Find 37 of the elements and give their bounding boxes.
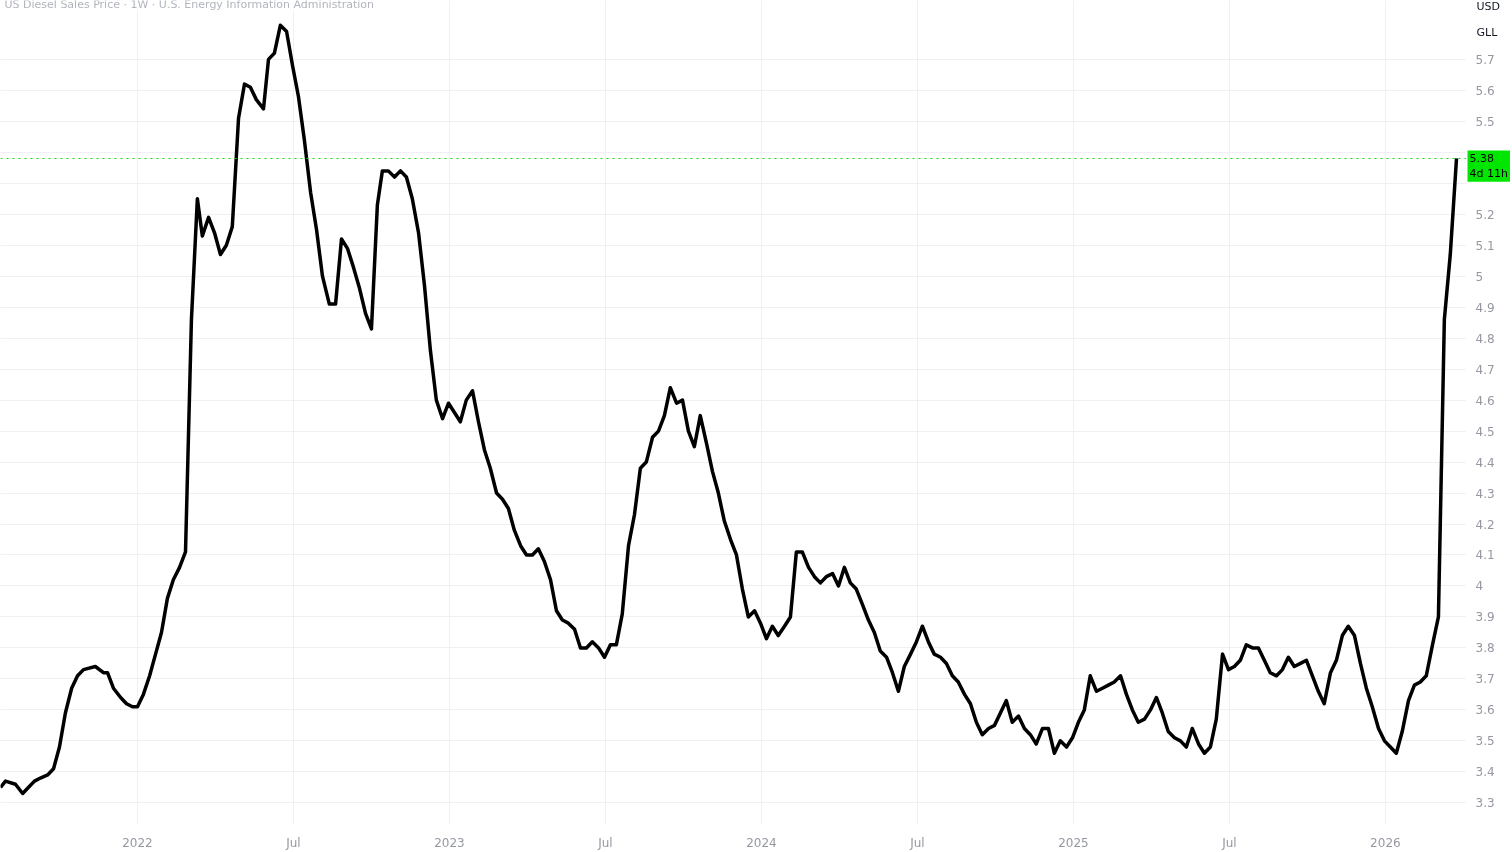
text: GLL: [1476, 25, 1499, 39]
ref-line-label: 5.38: [1469, 152, 1494, 166]
y-tick-label: 3.7: [1475, 672, 1495, 687]
y-tick-label: 4.5: [1475, 424, 1495, 439]
y-tick-label: 4.2: [1475, 517, 1495, 532]
x-tick-label: Jul: [285, 835, 301, 850]
y-tick-label: 5.6: [1475, 83, 1495, 98]
y-tick-label: 4.9: [1475, 300, 1495, 315]
y-tick-label: 3.3: [1475, 796, 1495, 811]
x-tick-label: Jul: [597, 835, 613, 850]
y-tick-label: 3.8: [1475, 641, 1495, 656]
y-tick-label: 4.7: [1475, 362, 1495, 377]
text: 4d 11h: [1469, 166, 1508, 180]
y-tick-label: 4.4: [1475, 455, 1495, 470]
x-tick-label: 2025: [1058, 835, 1089, 850]
y-tick-label: 3.4: [1475, 765, 1495, 780]
x-tick-label: Jul: [1221, 835, 1237, 850]
y-tick-label: 4.3: [1475, 486, 1495, 501]
line-series: [0, 23, 1459, 796]
x-tick-label: 2024: [746, 835, 777, 850]
y-tick-label: 5.1: [1475, 238, 1495, 253]
x-tick-label: 2023: [434, 835, 465, 850]
y-tick-label: 5.2: [1475, 207, 1495, 222]
y-tick-label: 4.6: [1475, 393, 1495, 408]
y-tick-label: 5.5: [1475, 114, 1495, 129]
y-tick-label: 3.6: [1475, 703, 1495, 718]
y-tick-label: 4.1: [1475, 548, 1495, 563]
y-tick-label: 5.7: [1475, 52, 1495, 67]
text: USD: [1476, 0, 1501, 13]
y-tick-label: 3.9: [1475, 610, 1495, 625]
x-tick-label: 2026: [1370, 835, 1401, 850]
x-tick-label: 2022: [122, 835, 153, 850]
x-tick-label: Jul: [909, 835, 925, 850]
y-tick-label: 3.5: [1475, 734, 1495, 749]
y-tick-label: 4.8: [1475, 331, 1495, 346]
y-tick-label: 5: [1475, 269, 1484, 284]
y-tick-label: 4: [1475, 579, 1484, 594]
